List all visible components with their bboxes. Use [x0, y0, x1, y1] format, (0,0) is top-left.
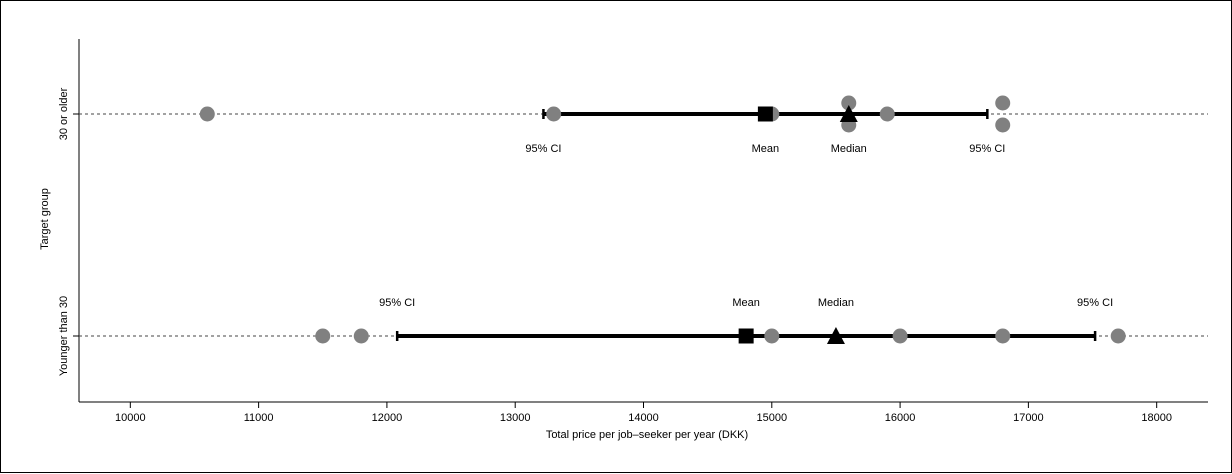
ci-low-label: 95% CI — [525, 143, 561, 155]
median-marker — [839, 105, 858, 122]
data-point — [546, 106, 562, 122]
median-marker — [826, 327, 845, 344]
group-guide-lines — [79, 113, 1208, 337]
data-point — [315, 328, 331, 344]
data-point — [199, 106, 215, 122]
x-tick-label: 10000 — [115, 412, 146, 424]
data-point — [879, 106, 895, 122]
median-label: Median — [818, 297, 854, 309]
x-axis-label: Total price per job–seeker per year (DKK… — [546, 429, 748, 441]
x-tick-label: 14000 — [628, 412, 659, 424]
ci-high-label: 95% CI — [969, 143, 1005, 155]
data-point — [995, 95, 1011, 111]
mean-label: Mean — [732, 297, 760, 309]
x-tick-label: 16000 — [885, 412, 916, 424]
y-tick-label: Younger than 30 — [58, 296, 70, 376]
data-points — [199, 95, 1126, 344]
annotations: 95% CI 95% CI Mean Median 95% CI 95% CI Mean Me… — [379, 143, 1113, 309]
data-point — [1110, 328, 1126, 344]
x-tick-label: 13000 — [500, 412, 531, 424]
x-tick-label: 15000 — [756, 412, 787, 424]
data-point — [841, 95, 857, 111]
x-tick-label: 17000 — [1013, 412, 1044, 424]
median-label: Median — [831, 143, 867, 155]
ci-low-label: 95% CI — [379, 297, 415, 309]
data-point — [995, 117, 1011, 133]
x-tick-label: 12000 — [372, 412, 403, 424]
mean-marker — [738, 328, 754, 344]
mean-marker — [757, 106, 773, 122]
ci-high-label: 95% CI — [1077, 297, 1113, 309]
data-point — [995, 328, 1011, 344]
x-tick-label: 11000 — [244, 412, 274, 424]
y-tick-label: 30 or older — [58, 87, 70, 140]
x-tick-label: 18000 — [1141, 412, 1172, 424]
data-point — [353, 328, 369, 344]
data-point — [892, 328, 908, 344]
summary-markers — [738, 105, 858, 344]
mean-label: Mean — [752, 143, 780, 155]
axes: 10000 11000 12000 13000 14000 15000 16000 17000… — [58, 39, 1208, 424]
data-point — [764, 328, 780, 344]
y-axis-label: Target group — [39, 188, 51, 250]
